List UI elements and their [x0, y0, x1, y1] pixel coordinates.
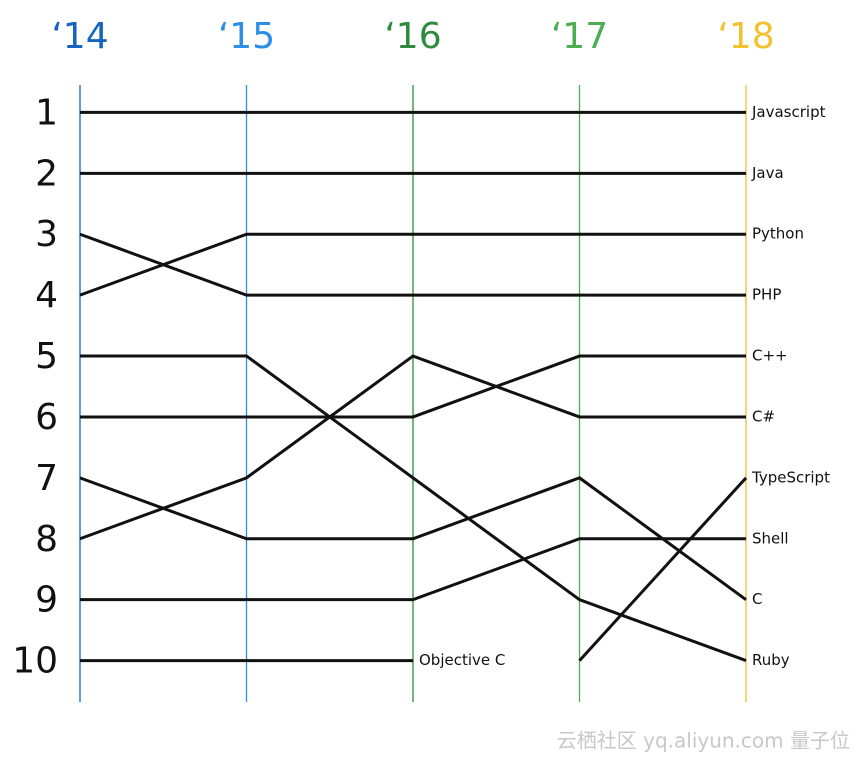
rank-line [80, 354, 747, 662]
y-tick-label: 4 [35, 275, 58, 316]
y-tick-label: 1 [35, 92, 58, 133]
y-tick-label: 8 [35, 519, 58, 560]
y-tick-label: 5 [35, 336, 58, 377]
rank-line [80, 537, 746, 602]
series-label: C# [752, 407, 775, 425]
series-label: C++ [752, 347, 788, 365]
series-label: PHP [752, 286, 781, 304]
series-label: TypeScript [751, 468, 830, 486]
year-label: ‘14 [51, 16, 108, 57]
rank-line [79, 232, 746, 297]
rank-line [80, 354, 746, 419]
year-label: ‘15 [218, 16, 275, 57]
y-tick-label: 7 [35, 458, 58, 499]
rank-line [79, 232, 746, 297]
year-label: ‘17 [551, 16, 608, 57]
series-label: C [752, 590, 762, 608]
y-tick-label: 10 [12, 641, 58, 682]
rank-line [79, 476, 747, 601]
rank-line [79, 354, 746, 541]
series-label: Java [751, 164, 784, 182]
watermark: 云栖社区 yq.aliyun.com 量子位 [557, 729, 850, 753]
series-label: Python [752, 225, 804, 243]
y-tick-label: 6 [35, 397, 58, 438]
series-label: Javascript [751, 103, 826, 121]
rank-line [578, 476, 748, 662]
series-label: Ruby [752, 651, 790, 669]
year-label: ‘18 [717, 16, 774, 57]
series-label: Shell [752, 529, 789, 547]
y-tick-label: 2 [35, 153, 58, 194]
y-tick-label: 9 [35, 580, 58, 621]
series-label: Objective C [419, 651, 505, 669]
y-tick-label: 3 [35, 214, 58, 255]
year-label: ‘16 [384, 16, 441, 57]
